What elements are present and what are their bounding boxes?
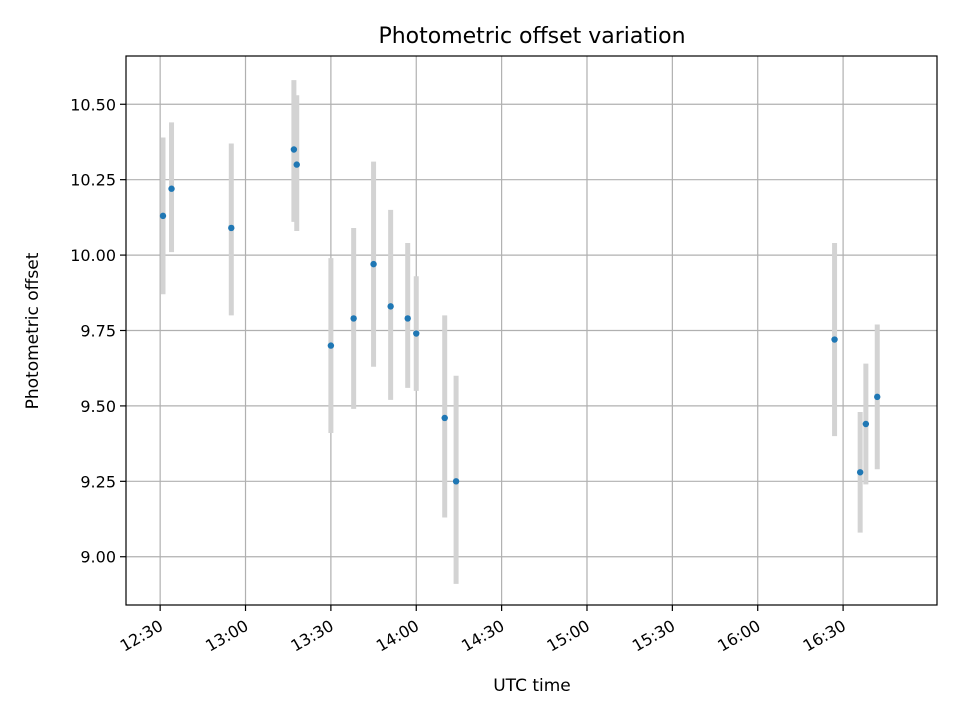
data-point (350, 315, 357, 322)
data-point (452, 478, 460, 485)
data-points (159, 146, 881, 485)
y-tick-label: 9.50 (80, 397, 116, 416)
data-point (293, 161, 300, 168)
chart-title: Photometric offset variation (378, 24, 685, 49)
y-axis-label: Photometric offset (23, 252, 43, 409)
y-axis-ticks: 9.00 9.25 9.50 9.75 10.00 10.25 10.50 (70, 95, 126, 567)
data-point (862, 420, 870, 428)
data-point (413, 330, 420, 337)
data-point (404, 315, 411, 322)
data-point (327, 342, 335, 349)
grid (126, 56, 937, 605)
y-tick-label: 10.00 (70, 246, 116, 265)
data-point (831, 336, 838, 343)
y-tick-label: 10.25 (70, 171, 116, 190)
data-point (856, 469, 864, 476)
data-point (228, 224, 235, 232)
data-point (290, 146, 298, 153)
y-tick-label: 9.25 (80, 472, 116, 491)
data-point (387, 303, 394, 310)
y-tick-label: 9.75 (80, 322, 116, 341)
y-tick-label: 10.50 (70, 95, 116, 114)
data-point (159, 212, 167, 220)
data-point (370, 260, 377, 268)
data-point (168, 185, 175, 192)
data-point (441, 414, 448, 422)
y-tick-label: 9.00 (80, 548, 116, 567)
x-axis-label: UTC time (493, 676, 571, 696)
data-point (874, 393, 881, 401)
